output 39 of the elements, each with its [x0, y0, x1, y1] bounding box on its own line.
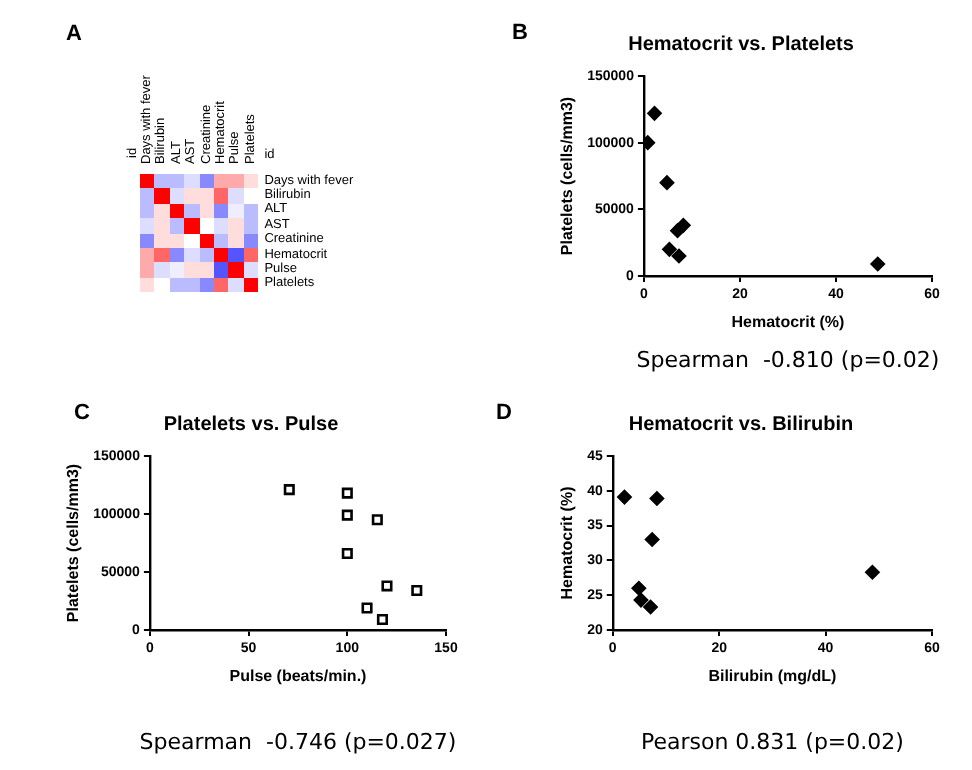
point — [870, 256, 886, 272]
chart-title: Hematocrit vs. Platelets — [628, 33, 855, 56]
text: A — [66, 22, 82, 46]
text: C — [74, 401, 90, 426]
point — [865, 564, 880, 580]
text: Pearson 0.831 (p=0.02) — [640, 728, 904, 755]
point — [633, 592, 649, 608]
x-axis-title: Bilirubin (mg/dL) — [708, 666, 838, 685]
point — [631, 580, 647, 596]
text: D — [496, 401, 512, 426]
point — [341, 487, 353, 499]
chart-title: Platelets vs. Pulse — [163, 413, 340, 436]
point — [644, 532, 660, 547]
point — [661, 241, 677, 257]
y-axis-title: Platelets (cells/mm3) — [64, 463, 83, 623]
text: B — [512, 21, 528, 46]
point — [341, 509, 353, 521]
point — [649, 491, 665, 506]
point — [341, 547, 353, 559]
point — [647, 105, 662, 121]
point — [643, 599, 658, 615]
point — [283, 484, 295, 496]
y-axis-title: Hematocrit (%) — [558, 485, 577, 600]
point — [376, 614, 388, 626]
point — [617, 489, 632, 505]
point — [411, 585, 423, 597]
text: Spearman -0.810 (p=0.02) — [636, 346, 940, 373]
text: Spearman -0.746 (p=0.027) — [139, 728, 457, 755]
point — [643, 135, 656, 151]
point — [371, 514, 383, 526]
point — [361, 602, 373, 614]
chart-title: Hematocrit vs. Bilirubin — [628, 413, 854, 436]
x-axis-title: Hematocrit (%) — [731, 312, 846, 331]
point — [381, 580, 393, 592]
point — [671, 248, 687, 264]
point — [659, 175, 675, 191]
point — [675, 217, 691, 233]
x-axis-title: Pulse (beats/min.) — [229, 666, 368, 685]
y-axis-title: Platelets (cells/mm3) — [558, 96, 577, 256]
